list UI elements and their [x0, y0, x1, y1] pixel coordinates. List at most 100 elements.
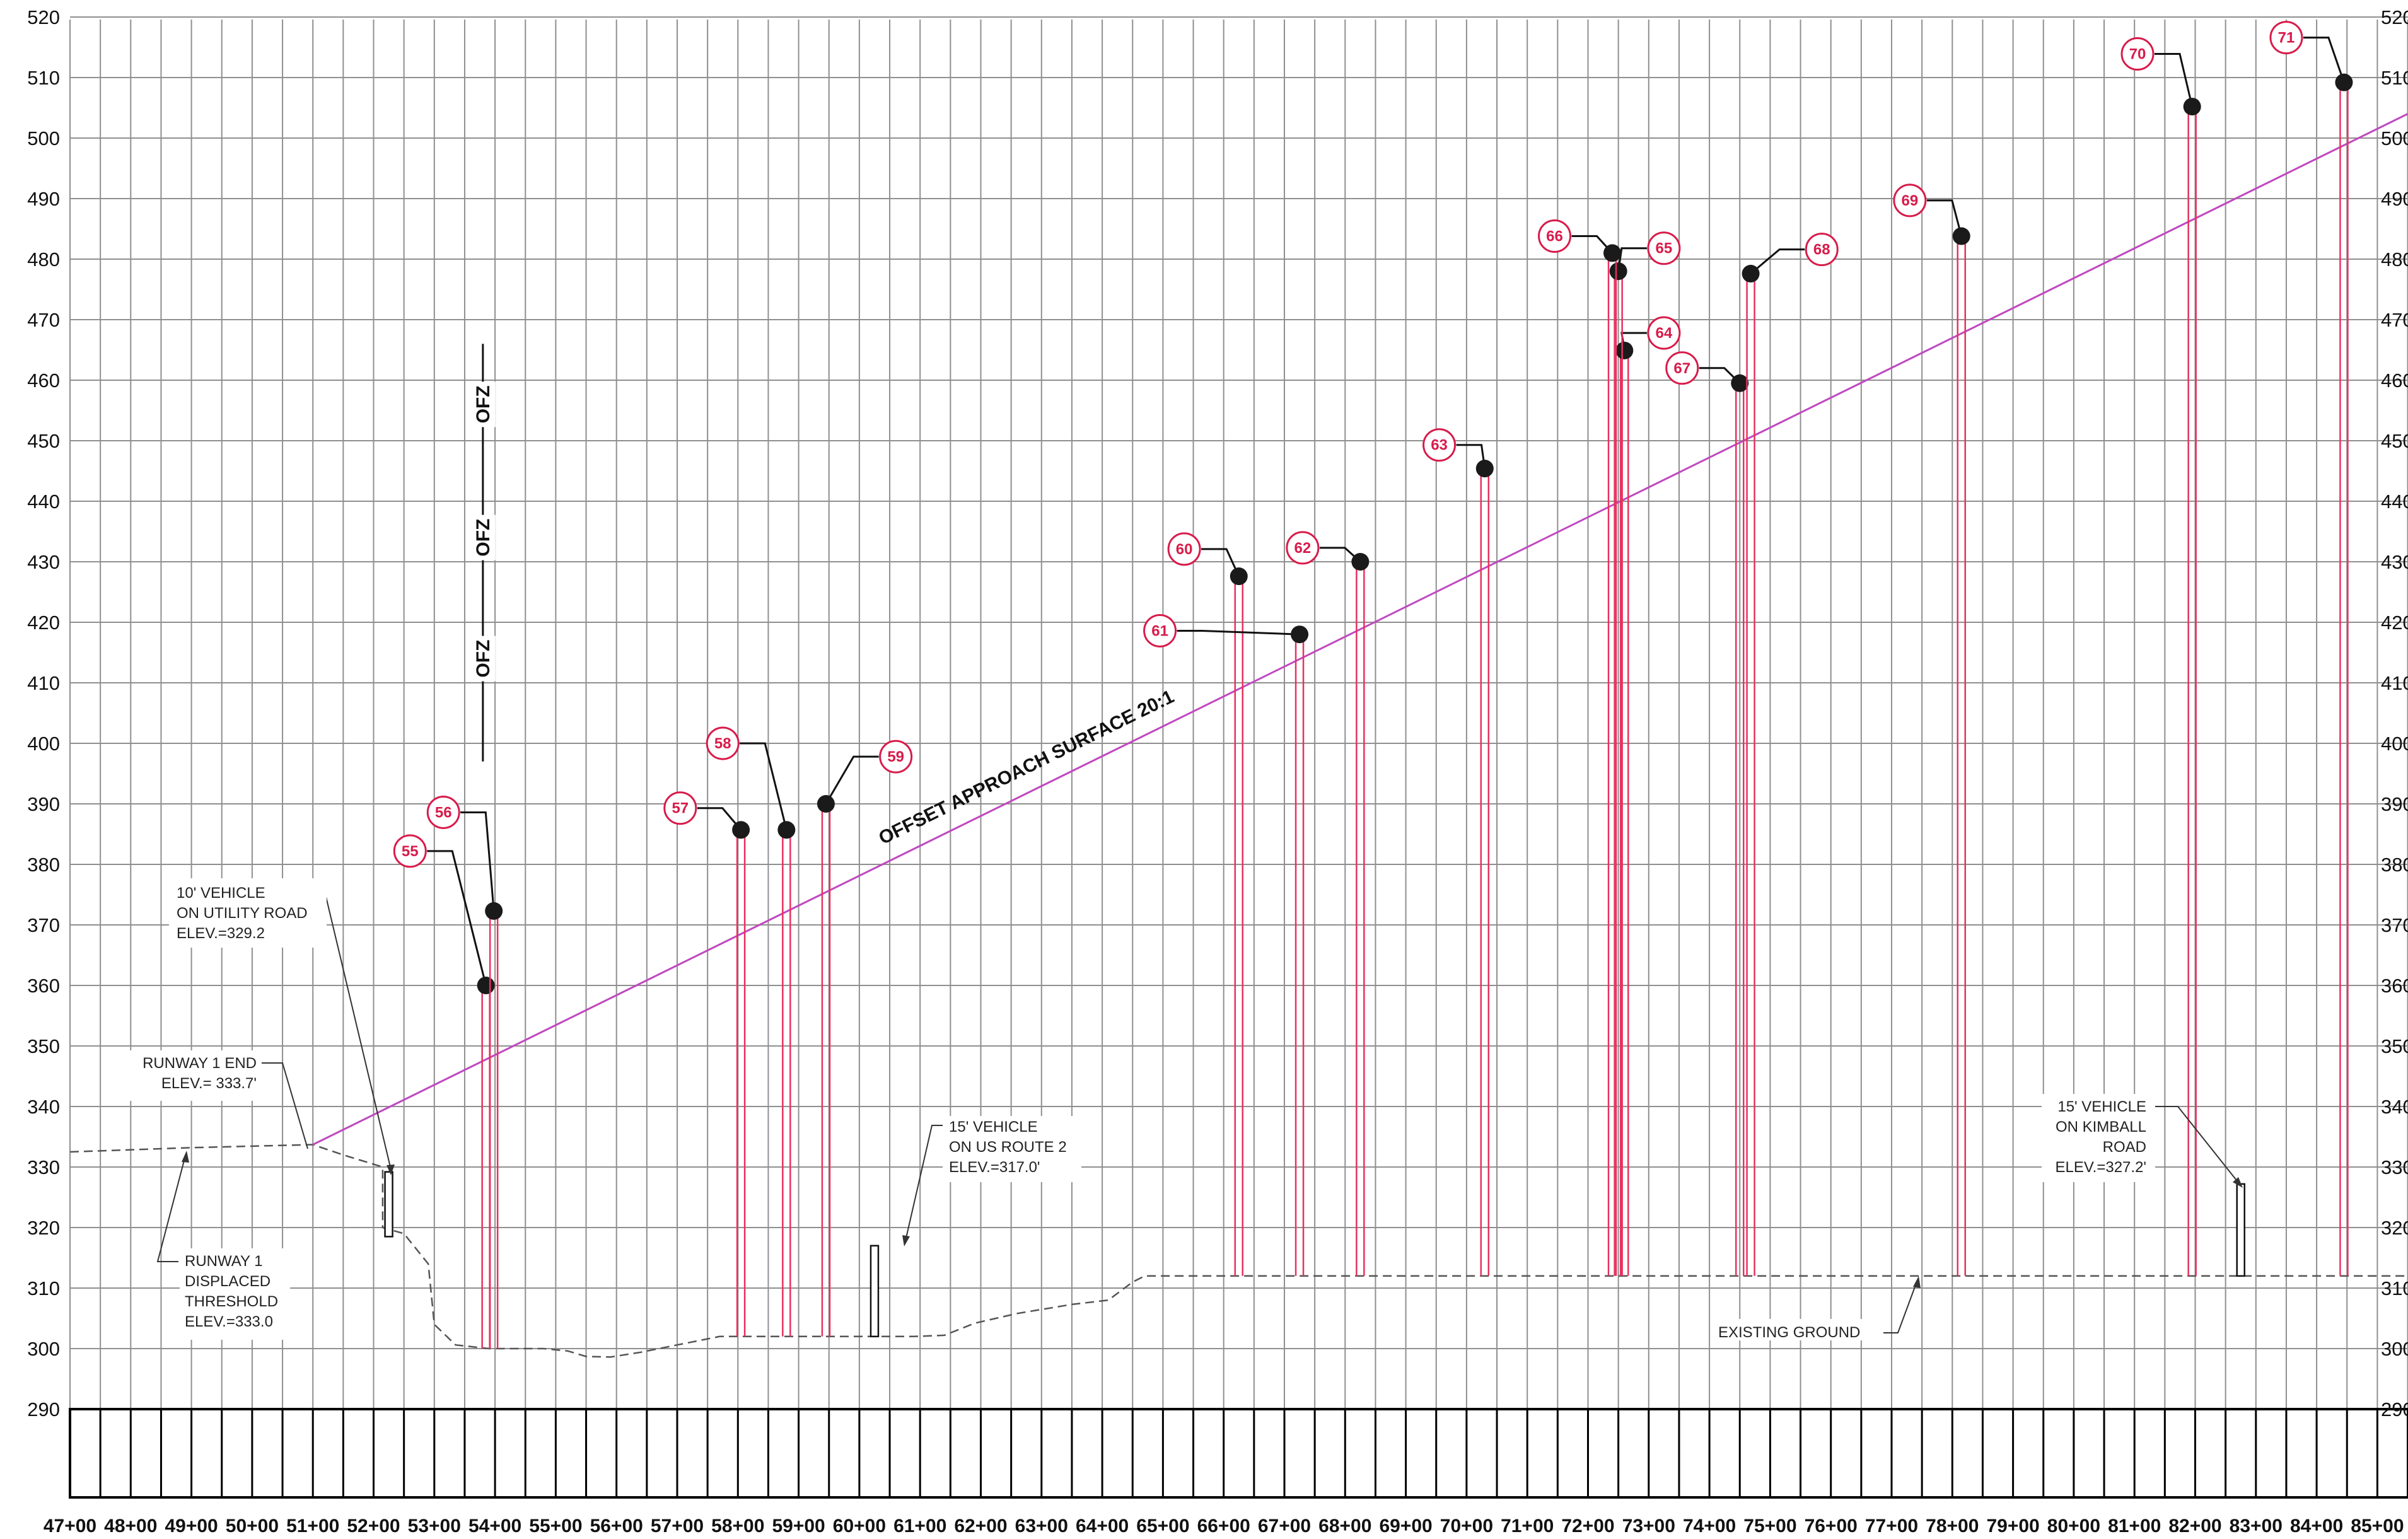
annotation-existing-ground: EXISTING GROUND	[1712, 1276, 1921, 1341]
obstruction-id-circle	[1665, 351, 1699, 385]
obstruction-62: 62	[1286, 531, 1370, 1276]
ofz-label-backdrop	[470, 514, 496, 560]
annotation-text: ELEV.=317.0'	[949, 1159, 1040, 1176]
annotation-backdrop	[1712, 1319, 1883, 1340]
annotation-text: EXISTING GROUND	[1718, 1324, 1860, 1341]
obstruction-66: 66	[1538, 219, 1622, 1276]
annotation-text: ELEV.=333.0	[185, 1313, 273, 1330]
annotation-vehicle-utility-road: 10' VEHICLE ON UTILITY ROAD ELEV.=329.2	[169, 878, 395, 1175]
obstruction-top-marker	[1609, 262, 1627, 281]
y-tick-label-right: 500	[2381, 127, 2408, 149]
obstruction-id-circle	[1286, 531, 1320, 565]
annotation-text: DISPLACED	[185, 1273, 270, 1290]
x-axis-stations: 47+00 48+00 49+00 50+00 51+00 52+00 53+00 54+00…	[44, 1516, 2404, 1536]
y-tick-label-right: 340	[2381, 1096, 2408, 1118]
obstruction-id-circle	[663, 791, 697, 825]
y-tick-label-left: 500	[27, 127, 60, 149]
grid	[69, 16, 2408, 1410]
annotation-backdrop	[169, 878, 327, 948]
y-tick-label-right: 520	[2381, 6, 2408, 28]
x-tick-label: 76+00	[1805, 1516, 1858, 1536]
obstruction-top-marker	[1952, 227, 1970, 245]
annotation-text: ROAD	[2103, 1139, 2146, 1156]
x-tick-label: 84+00	[2290, 1516, 2343, 1536]
annotation-text: RUNWAY 1 END	[143, 1055, 257, 1072]
x-tick-label: 83+00	[2230, 1516, 2283, 1536]
obstruction-id-circle	[1647, 316, 1681, 350]
obstruction-top-marker	[2183, 98, 2201, 116]
obstruction-id-circle	[1422, 428, 1457, 462]
obstruction-id-circle	[706, 726, 740, 760]
y-tick-label-left: 330	[27, 1156, 60, 1178]
obstruction-id-circle	[1805, 233, 1839, 267]
y-tick-label-right: 400	[2381, 733, 2408, 755]
obstruction-leader	[1201, 548, 1240, 577]
annotation-backdrop	[2042, 1094, 2155, 1182]
y-tick-label-left: 350	[27, 1035, 60, 1057]
obstruction-69: 69	[1893, 183, 1970, 1276]
x-tick-label: 72+00	[1561, 1516, 1614, 1536]
y-tick-label-right: 320	[2381, 1217, 2408, 1239]
y-tick-label-left: 470	[27, 309, 60, 331]
y-tick-label-left: 410	[27, 672, 60, 694]
x-tick-label: 70+00	[1440, 1516, 1493, 1536]
leader-arrow	[902, 1235, 910, 1246]
obstruction-leader	[2155, 53, 2194, 107]
x-tick-label: 50+00	[226, 1516, 279, 1536]
obstruction-id-label: 71	[2278, 30, 2295, 47]
y-tick-label-left: 520	[27, 6, 60, 28]
leader-existing-ground	[1882, 1281, 1917, 1333]
y-tick-label-right: 510	[2381, 67, 2408, 89]
annotation-text: ELEV.= 333.7'	[161, 1075, 257, 1092]
y-tick-label-right: 310	[2381, 1277, 2408, 1299]
x-tick-label: 63+00	[1015, 1516, 1068, 1536]
y-tick-label-left: 450	[27, 430, 60, 452]
annotation-text: ELEV.=327.2'	[2056, 1159, 2147, 1176]
obstruction-top-marker	[1742, 265, 1760, 283]
obstruction-top-marker	[477, 977, 495, 994]
station-band-frame	[69, 1408, 2408, 1499]
ofz-label: OFZ	[473, 640, 494, 678]
annotation-text: ON KIMBALL	[2056, 1118, 2146, 1135]
obstruction-id-label: 67	[1673, 360, 1690, 377]
vehicle-marker	[2236, 1183, 2245, 1277]
y-tick-label-right: 290	[2381, 1398, 2408, 1420]
x-tick-label: 51+00	[286, 1516, 339, 1536]
x-tick-label: 66+00	[1197, 1516, 1250, 1536]
x-tick-label: 85+00	[2351, 1516, 2404, 1536]
y-tick-label-left: 390	[27, 793, 60, 815]
obstruction-70: 70	[2120, 37, 2201, 1276]
x-tick-label: 74+00	[1683, 1516, 1736, 1536]
ofz-label: OFZ	[473, 519, 494, 557]
leader-arrow	[2233, 1177, 2243, 1188]
obstruction-id-label: 56	[435, 804, 452, 821]
y-tick-label-right: 380	[2381, 854, 2408, 876]
x-tick-label: 61+00	[893, 1516, 946, 1536]
obstruction-leader	[1177, 629, 1300, 636]
x-tick-label: 67+00	[1258, 1516, 1311, 1536]
annotation-runway-1-end: RUNWAY 1 END ELEV.= 333.7'	[126, 1050, 308, 1149]
annotation-text: ELEV.=329.2	[177, 925, 265, 942]
obstruction-id-label: 61	[1151, 622, 1168, 639]
x-tick-label: 60+00	[833, 1516, 886, 1536]
obstruction-top-marker	[1731, 374, 1749, 392]
y-tick-label-left: 290	[27, 1398, 60, 1420]
leader-arrow	[387, 1164, 395, 1175]
x-tick-label: 73+00	[1622, 1516, 1675, 1536]
obstruction-56: 56	[426, 795, 503, 1349]
annotation-text: THRESHOLD	[185, 1293, 278, 1310]
obstruction-leader	[1750, 248, 1805, 275]
obstruction-id-label: 60	[1176, 541, 1193, 558]
y-tick-label-right: 450	[2381, 430, 2408, 452]
x-tick-label: 71+00	[1501, 1516, 1554, 1536]
obstruction-63: 63	[1422, 428, 1494, 1276]
y-tick-label-left: 510	[27, 67, 60, 89]
leader-runway-1-displaced-threshold	[156, 1155, 186, 1262]
x-tick-label: 54+00	[468, 1516, 521, 1536]
y-tick-label-left: 420	[27, 612, 60, 634]
y-tick-label-right: 370	[2381, 914, 2408, 936]
obstruction-64: 64	[1615, 316, 1681, 1276]
annotation-runway-1-displaced-threshold: RUNWAY 1 DISPLACED THRESHOLD ELEV.=333.0	[156, 1151, 290, 1340]
y-tick-label-left: 400	[27, 733, 60, 755]
obstruction-id-circle	[1143, 613, 1177, 648]
